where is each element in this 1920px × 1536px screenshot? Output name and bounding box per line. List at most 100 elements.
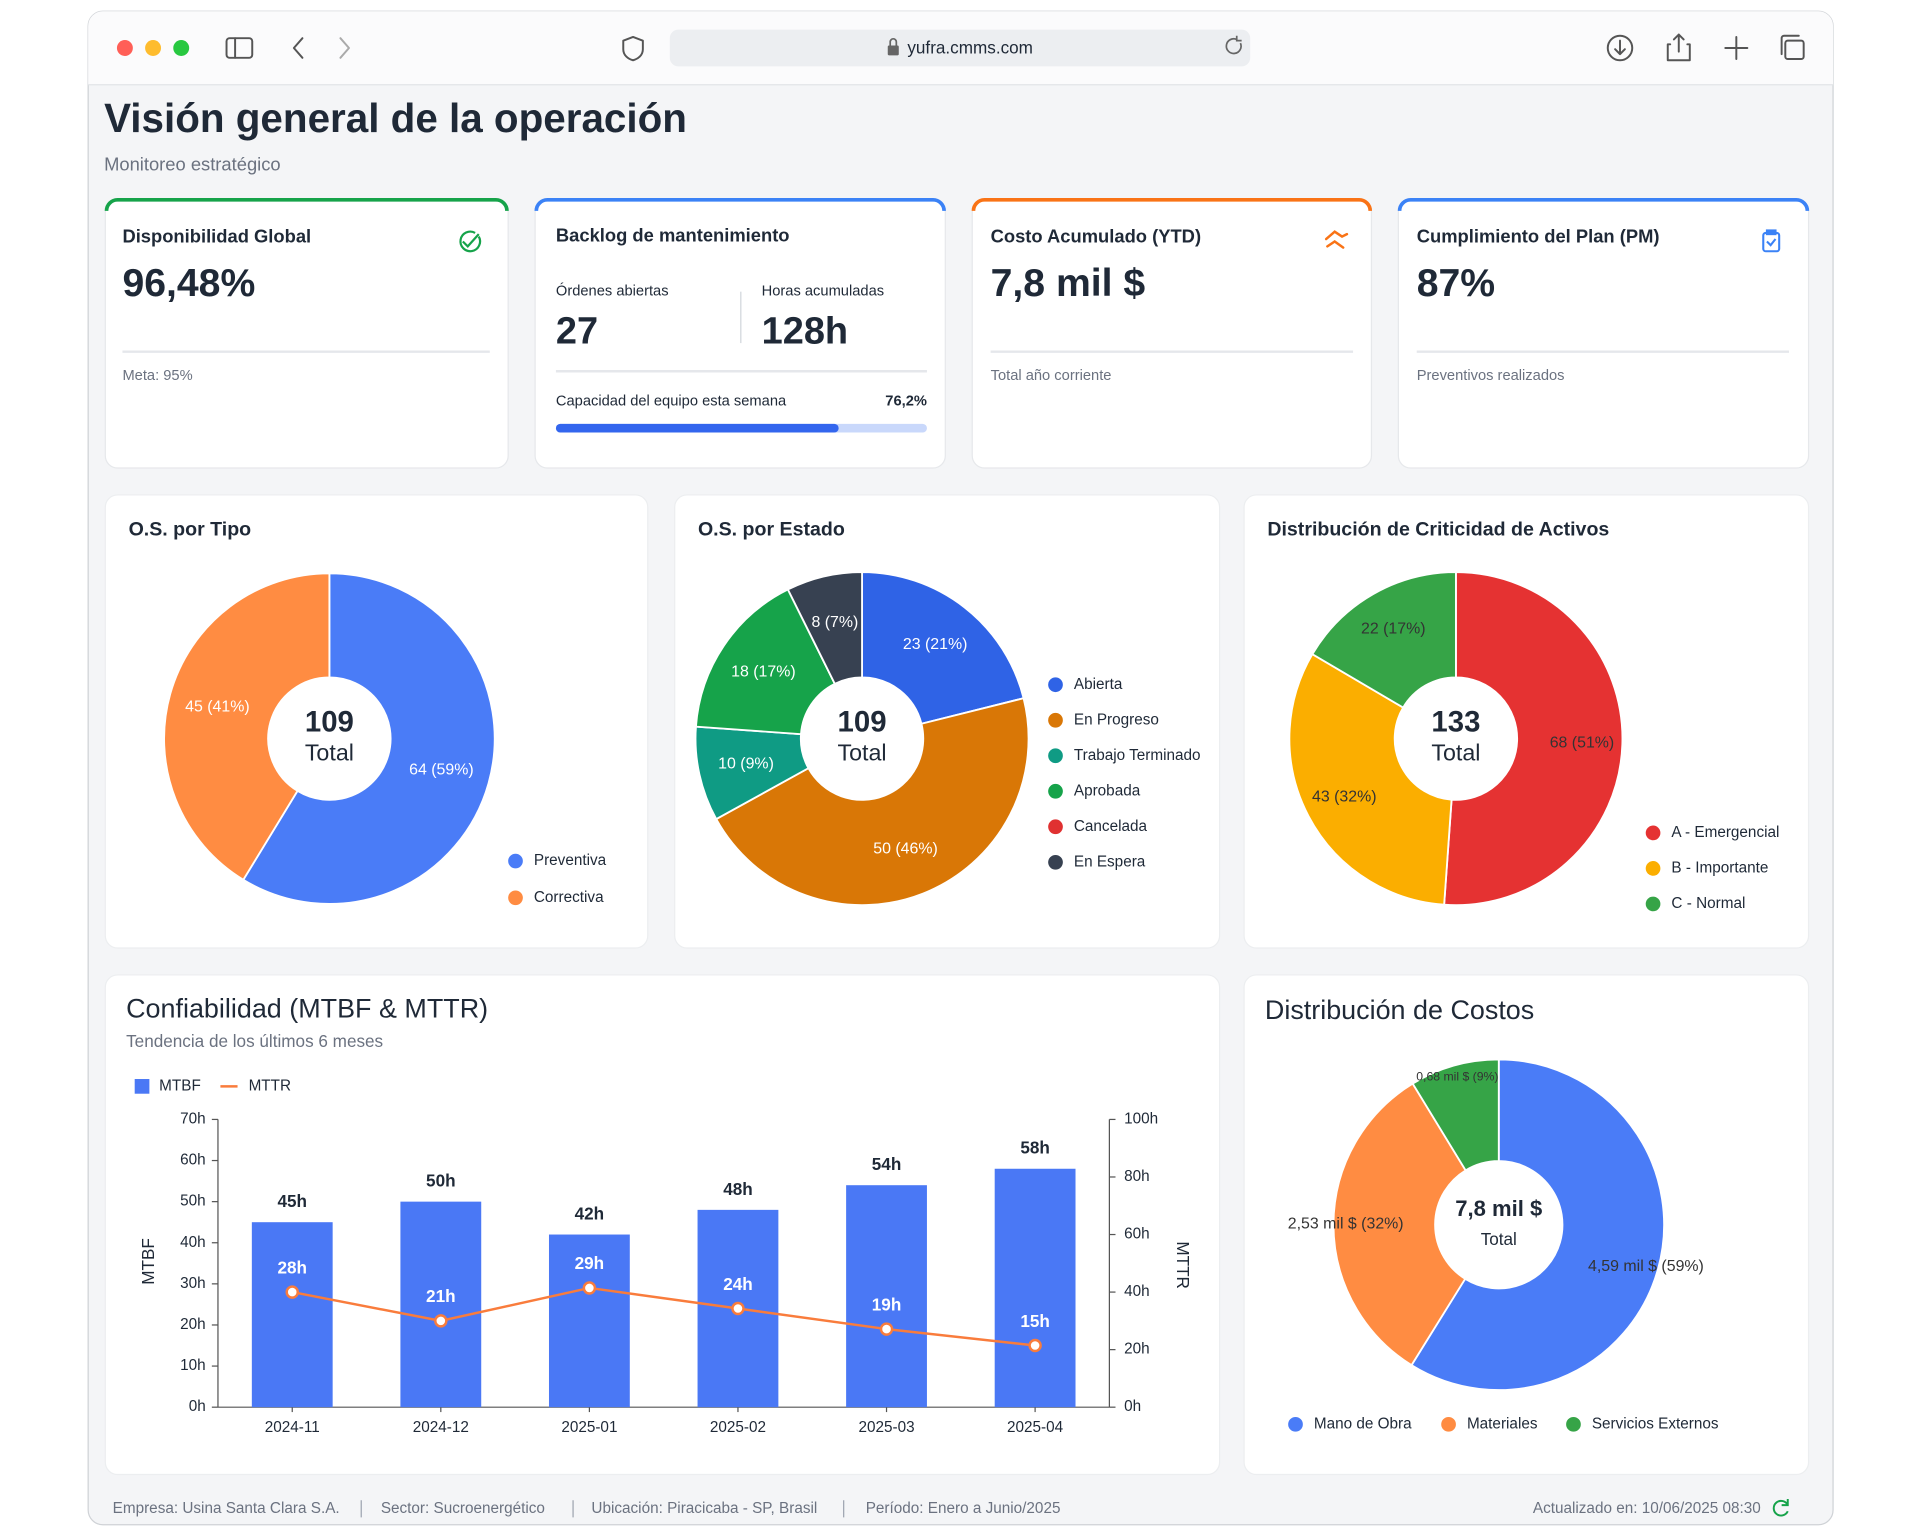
zoom-button[interactable] [173, 40, 190, 56]
line-point [285, 1285, 299, 1299]
point-label: 21h [426, 1286, 456, 1306]
center-label: Total [1481, 1229, 1517, 1249]
center-value: 109 [305, 706, 354, 739]
chart-card [1243, 974, 1810, 1476]
bar-label: 48h [723, 1179, 753, 1199]
legend-label: Aprobada [1074, 782, 1141, 799]
x-tick-label: 2024-11 [265, 1419, 320, 1436]
slice-label: 50 (46%) [873, 840, 938, 857]
legend-label: Servicios Externos [1592, 1415, 1719, 1432]
legend-label: Cancelada [1074, 818, 1148, 835]
chart-title: O.S. por Estado [698, 519, 845, 541]
bar-label: 50h [426, 1171, 456, 1191]
donut-slice [1288, 652, 1453, 906]
line-point [434, 1314, 448, 1328]
legend-swatch [1645, 825, 1661, 841]
kpi-accent [971, 198, 1373, 212]
legend-label: A - Emergencial [1671, 824, 1779, 841]
legend-label: Correctiva [534, 889, 604, 906]
bar [846, 1185, 927, 1408]
donut-slice [786, 571, 863, 686]
slice-label: 64 (59%) [409, 761, 474, 778]
sidebar-button[interactable] [225, 37, 254, 59]
legend-label: Materiales [1467, 1415, 1538, 1432]
kpi-label: Órdenes abiertas [556, 283, 669, 300]
bar [994, 1168, 1076, 1408]
slice-label: 23 (21%) [903, 636, 968, 653]
y-tick-label: 70h [180, 1110, 206, 1127]
slice-label: 4,59 mil $ (59%) [1588, 1258, 1704, 1275]
line-point [582, 1281, 597, 1295]
new-tab-button[interactable] [1724, 36, 1749, 61]
legend-swatch [508, 853, 523, 869]
chart-title: Distribución de Criticidad de Activos [1267, 519, 1609, 541]
x-tick-label: 2024-12 [413, 1419, 469, 1436]
bar [251, 1222, 333, 1408]
legend-label: C - Normal [1671, 895, 1745, 912]
minimize-button[interactable] [145, 40, 162, 56]
legend-swatch [508, 890, 523, 906]
line-point [1028, 1338, 1042, 1353]
y2-tick-label: 40h [1124, 1283, 1150, 1300]
footer-item: Período: Enero a Junio/2025 [866, 1500, 1061, 1517]
legend-swatch [1048, 677, 1063, 693]
bar [548, 1234, 630, 1408]
center-value: 133 [1431, 706, 1480, 739]
y2-tick-label: 0h [1124, 1398, 1141, 1415]
legend-swatch [1048, 783, 1063, 799]
forward-button[interactable] [339, 37, 350, 59]
legend-swatch [134, 1079, 150, 1094]
money-icon [1324, 230, 1349, 249]
donut-slice [1332, 1082, 1467, 1367]
reload-button[interactable] [1225, 35, 1242, 55]
bar [400, 1201, 482, 1408]
kpi-title: Disponibilidad Global [122, 226, 311, 247]
donut-slice [694, 588, 837, 736]
page-subtitle: Monitoreo estratégico [104, 153, 281, 174]
center-label: Total [305, 740, 354, 766]
slice-label: 10 (9%) [718, 755, 774, 772]
kpi-title: Costo Acumulado (YTD) [991, 226, 1201, 247]
share-button[interactable] [1666, 33, 1691, 62]
center-value: 7,8 mil $ [1455, 1196, 1542, 1221]
legend-label: Preventiva [534, 852, 607, 869]
address-bar[interactable] [669, 29, 1251, 67]
legend-label: En Progreso [1074, 711, 1159, 728]
url: yufra.cmms.com [907, 38, 1033, 58]
close-button[interactable] [116, 40, 133, 56]
download-button[interactable] [1606, 34, 1634, 62]
slice-label: 8 (7%) [811, 614, 858, 631]
slice-label: 0,68 mil $ (9%) [1416, 1070, 1498, 1084]
y2-tick-label: 100h [1124, 1110, 1158, 1127]
kpi-title: Backlog de mantenimiento [556, 224, 790, 245]
kpi-accent [534, 198, 946, 212]
refresh-icon[interactable] [1772, 1499, 1789, 1517]
bar-label: 54h [872, 1154, 902, 1174]
legend-label: En Espera [1074, 853, 1146, 870]
chart-title: Confiabilidad (MTBF & MTTR) [126, 994, 488, 1024]
kpi-accent [104, 198, 509, 212]
page-title: Visión general de la operación [104, 95, 687, 141]
legend-swatch [1645, 861, 1661, 876]
donut-slice [861, 571, 1025, 725]
y2-tick-label: 80h [1124, 1168, 1150, 1185]
back-button[interactable] [292, 37, 304, 59]
slice-label: 22 (17%) [1361, 620, 1426, 637]
point-label: 29h [575, 1253, 605, 1273]
kpi-value: 87% [1417, 262, 1495, 305]
y2-tick-label: 60h [1124, 1226, 1150, 1243]
shield-icon[interactable] [622, 36, 644, 62]
clipboard-icon [1762, 229, 1781, 253]
donut-slice [242, 572, 496, 905]
legend-swatch [1048, 819, 1063, 835]
x-tick-label: 2025-02 [710, 1419, 766, 1436]
legend-label: Mano de Obra [1314, 1415, 1412, 1432]
donut-slice [1411, 1058, 1500, 1172]
kpi-value: 128h [762, 310, 848, 352]
tabs-button[interactable] [1780, 34, 1805, 61]
legend-label: Abierta [1074, 676, 1123, 693]
lock-icon [887, 38, 899, 56]
chart-card [104, 974, 1221, 1476]
